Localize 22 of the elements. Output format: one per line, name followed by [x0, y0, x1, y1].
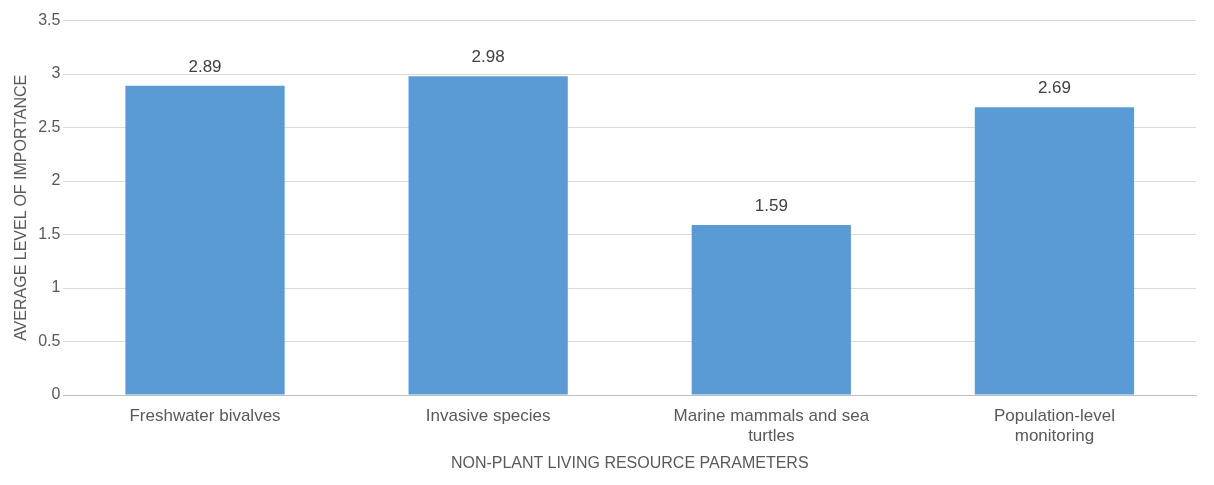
y-tick-label: 1 — [51, 278, 61, 296]
bar — [974, 107, 1135, 395]
x-tick-label: Population-level monitoring — [993, 405, 1115, 446]
y-tick-label: 0.5 — [38, 331, 61, 349]
bar — [691, 224, 851, 395]
y-tick-label: 2.5 — [38, 117, 61, 135]
data-label: 1.59 — [754, 196, 788, 216]
y-tick-label: 0 — [51, 385, 61, 403]
data-label: 2.89 — [188, 57, 222, 77]
y-tick-label: 2 — [51, 171, 61, 189]
x-tick-label: Invasive species — [425, 405, 551, 425]
x-axis-title: NON-PLANT LIVING RESOURCE PARAMETERS — [450, 453, 809, 471]
x-tick-label: Marine mammals and sea turtles — [673, 405, 870, 446]
bar — [125, 85, 285, 395]
data-label: 2.98 — [471, 47, 505, 67]
bar — [408, 76, 568, 395]
y-tick-label: 3.5 — [38, 11, 61, 29]
y-axis-title: AVERAGE LEVEL OF IMPORTANCE — [12, 74, 30, 341]
x-tick-label: Freshwater bivalves — [129, 405, 281, 425]
data-label: 2.69 — [1037, 78, 1071, 98]
y-tick-label: 3 — [51, 64, 61, 82]
y-tick-label: 1.5 — [38, 224, 61, 242]
